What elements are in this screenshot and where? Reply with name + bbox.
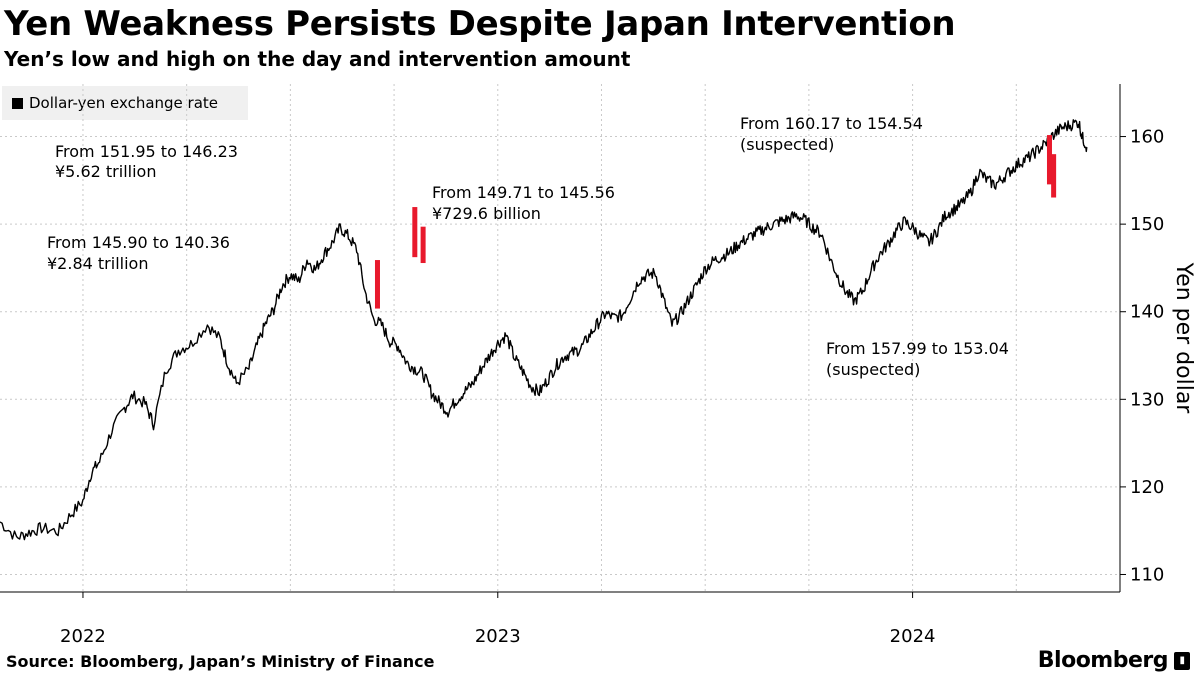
annotation-3-line2: ¥729.6 billion — [432, 204, 541, 223]
intervention-bar-1 — [374, 260, 380, 309]
intervention-bar-3 — [420, 226, 426, 264]
x-tick-label-2022: 2022 — [60, 626, 106, 647]
annotation-1-line2: ¥5.62 trillion — [55, 162, 156, 181]
x-tick-label-2023: 2023 — [475, 626, 521, 647]
annotation-5-line2: (suspected) — [826, 360, 920, 379]
y-tick-label-140: 140 — [1130, 302, 1164, 323]
intervention-layer — [374, 135, 1057, 309]
y-tick-label-120: 120 — [1130, 477, 1164, 498]
source-note: Source: Bloomberg, Japan’s Ministry of F… — [6, 652, 435, 671]
y-tick-label-110: 110 — [1130, 564, 1164, 585]
axis-layer: 110 120 130 140 150 160 2022 2023 2024 — [0, 84, 1164, 647]
brand-chart-icon: ▮ — [1174, 651, 1190, 670]
annotation-2-line2: ¥2.84 trillion — [47, 254, 148, 273]
annotation-3-line1: From 149.71 to 145.56 — [432, 183, 615, 202]
annotation-2-line1: From 145.90 to 140.36 — [47, 233, 230, 252]
brand-name: Bloomberg — [1037, 648, 1169, 673]
brand-logo: Bloomberg ▮ — [1038, 648, 1190, 673]
legend-swatch — [12, 97, 23, 109]
x-tick-label-2024: 2024 — [890, 626, 936, 647]
annotation-1-line1: From 151.95 to 146.23 — [55, 142, 238, 161]
y-tick-label-150: 150 — [1130, 214, 1164, 235]
annotation-4-line2: (suspected) — [740, 135, 834, 154]
chart-subtitle: Yen’s low and high on the day and interv… — [4, 47, 631, 71]
series-layer — [0, 119, 1088, 541]
annotation-4-line1: From 160.17 to 154.54 — [740, 114, 923, 133]
annotation-5-line1: From 157.99 to 153.04 — [826, 339, 1009, 358]
chart-legend: Dollar-yen exchange rate — [2, 86, 248, 120]
y-tick-label-130: 130 — [1130, 389, 1164, 410]
y-axis-label: Yen per dollar — [1171, 262, 1196, 415]
intervention-bar-5 — [1051, 154, 1057, 198]
intervention-bar-2 — [412, 207, 418, 258]
grid-layer — [0, 84, 1121, 592]
intervention-bar-4 — [1046, 135, 1052, 185]
series-line-0 — [0, 119, 1088, 541]
y-tick-label-160: 160 — [1130, 127, 1164, 148]
chart-title: Yen Weakness Persists Despite Japan Inte… — [4, 4, 956, 44]
legend-label: Dollar-yen exchange rate — [29, 94, 219, 112]
